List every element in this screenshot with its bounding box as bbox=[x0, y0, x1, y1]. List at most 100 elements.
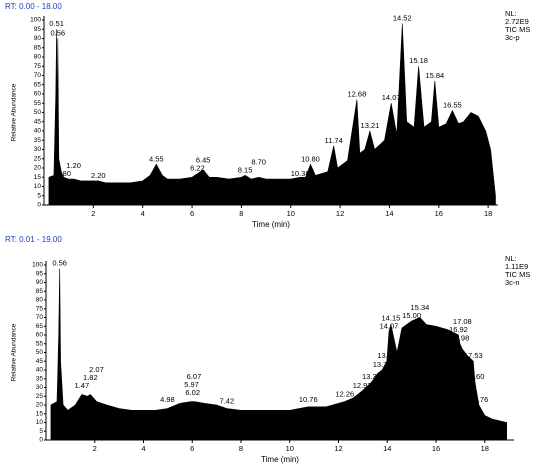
rt-range: RT: 0.01 - 19.00 bbox=[5, 235, 62, 244]
peak-label: 2.20 bbox=[91, 171, 106, 180]
peak-label: 15.34 bbox=[411, 303, 430, 312]
y-tick-label: 0 bbox=[39, 437, 43, 444]
y-tick-label: 45 bbox=[34, 118, 42, 125]
y-tick-label: 65 bbox=[36, 323, 44, 330]
peak-label: 13.35 bbox=[362, 372, 381, 381]
peak-label: 16.92 bbox=[449, 325, 468, 334]
y-tick-label: 85 bbox=[36, 288, 44, 295]
peak-label: 11.74 bbox=[325, 136, 343, 145]
peak-label: 8.15 bbox=[238, 165, 253, 174]
y-tick-label: 0 bbox=[37, 202, 41, 209]
y-tick-label: 35 bbox=[36, 375, 44, 382]
peak-label: 6.02 bbox=[185, 388, 200, 397]
y-tick-label: 30 bbox=[34, 146, 42, 153]
y-tick-label: 70 bbox=[36, 314, 44, 321]
y-tick-label: 60 bbox=[36, 332, 44, 339]
y-tick-label: 35 bbox=[34, 137, 42, 144]
peak-label: 17.76 bbox=[470, 395, 489, 404]
peak-label: 6.45 bbox=[196, 156, 211, 165]
peak-label: 7.42 bbox=[220, 397, 235, 406]
peak-label: 13.79 bbox=[373, 360, 392, 369]
x-tick-label: 8 bbox=[239, 209, 243, 218]
x-tick-label: 2 bbox=[91, 209, 95, 218]
peak-label: 10.38 bbox=[291, 169, 310, 178]
peak-label: 17.53 bbox=[464, 351, 483, 360]
y-tick-label: 50 bbox=[34, 109, 42, 116]
y-tick-label: 95 bbox=[34, 26, 42, 33]
x-tick-label: 18 bbox=[481, 444, 489, 453]
y-tick-label: 45 bbox=[36, 358, 44, 365]
peak-label: 0.56 bbox=[52, 258, 67, 267]
peak-label: 14.07 bbox=[382, 93, 401, 102]
peak-label: 12.68 bbox=[347, 90, 366, 99]
peak-label: 14.07 bbox=[380, 321, 399, 330]
peak-label: 0.80 bbox=[56, 169, 71, 178]
x-tick-label: 8 bbox=[239, 444, 243, 453]
peak-label: 6.22 bbox=[190, 164, 205, 173]
y-tick-label: 5 bbox=[39, 428, 43, 435]
y-axis-label: Relative Abundance bbox=[11, 323, 18, 381]
nl-annotation: TIC MS bbox=[505, 25, 530, 34]
y-axis-label: Relative Abundance bbox=[11, 83, 18, 141]
y-tick-label: 75 bbox=[34, 63, 42, 70]
x-tick-label: 18 bbox=[484, 209, 492, 218]
peak-label: 1.20 bbox=[66, 161, 81, 170]
y-tick-label: 65 bbox=[34, 81, 42, 88]
y-tick-label: 85 bbox=[34, 44, 42, 51]
peak-label: 8.70 bbox=[251, 157, 266, 166]
nl-annotation: 3c-p bbox=[505, 33, 520, 42]
y-tick-label: 70 bbox=[34, 72, 42, 79]
x-tick-label: 6 bbox=[190, 444, 194, 453]
peak-label: 14.15 bbox=[382, 313, 401, 322]
peak-label: 13.21 bbox=[361, 121, 380, 130]
y-tick-label: 15 bbox=[36, 410, 44, 417]
y-tick-label: 5 bbox=[37, 192, 41, 199]
y-tick-label: 40 bbox=[36, 367, 44, 374]
y-tick-label: 20 bbox=[36, 402, 44, 409]
y-tick-label: 15 bbox=[34, 174, 42, 181]
peak-label: 15.84 bbox=[425, 71, 444, 80]
x-tick-label: 14 bbox=[383, 444, 391, 453]
peak-label: 14.52 bbox=[393, 14, 412, 23]
y-tick-label: 80 bbox=[36, 297, 44, 304]
y-tick-label: 50 bbox=[36, 349, 44, 356]
peak-label: 17.08 bbox=[453, 317, 472, 326]
peak-label: 4.98 bbox=[160, 395, 175, 404]
peak-label: 1.47 bbox=[75, 381, 90, 390]
y-tick-label: 25 bbox=[36, 393, 44, 400]
x-tick-label: 14 bbox=[385, 209, 393, 218]
y-tick-label: 25 bbox=[34, 155, 42, 162]
y-tick-label: 20 bbox=[34, 165, 42, 172]
y-tick-label: 75 bbox=[36, 305, 44, 312]
peak-label: 13.98 bbox=[377, 351, 396, 360]
peak-label: 15.00 bbox=[402, 311, 421, 320]
peak-label: 12.26 bbox=[335, 390, 354, 399]
y-tick-label: 90 bbox=[36, 279, 44, 286]
x-tick-label: 16 bbox=[435, 209, 443, 218]
chromatogram-trace bbox=[48, 23, 496, 206]
y-tick-label: 55 bbox=[34, 100, 42, 107]
y-tick-label: 55 bbox=[36, 340, 44, 347]
peak-label: 4.55 bbox=[149, 154, 164, 163]
x-axis-label: Time (min) bbox=[252, 220, 290, 229]
y-tick-label: 40 bbox=[34, 128, 42, 135]
x-tick-label: 6 bbox=[190, 209, 194, 218]
nl-annotation: 2.72E9 bbox=[505, 17, 529, 26]
y-tick-label: 10 bbox=[36, 419, 44, 426]
y-tick-label: 30 bbox=[36, 384, 44, 391]
peak-label: 0.51 bbox=[49, 19, 64, 28]
chromatogram-trace bbox=[50, 268, 507, 441]
peak-label: 16.55 bbox=[443, 101, 462, 110]
peak-label: 16.98 bbox=[450, 334, 469, 343]
peak-label: 0.56 bbox=[51, 28, 66, 37]
nl-annotation: NL: bbox=[505, 254, 517, 263]
nl-annotation: NL: bbox=[505, 9, 517, 18]
peak-label: 15.18 bbox=[409, 56, 428, 65]
y-tick-label: 100 bbox=[30, 17, 41, 24]
y-tick-label: 90 bbox=[34, 35, 42, 42]
peak-label: 1.82 bbox=[83, 373, 98, 382]
nl-annotation: 3c-n bbox=[505, 278, 520, 287]
nl-annotation: 1.11E9 bbox=[505, 262, 528, 271]
